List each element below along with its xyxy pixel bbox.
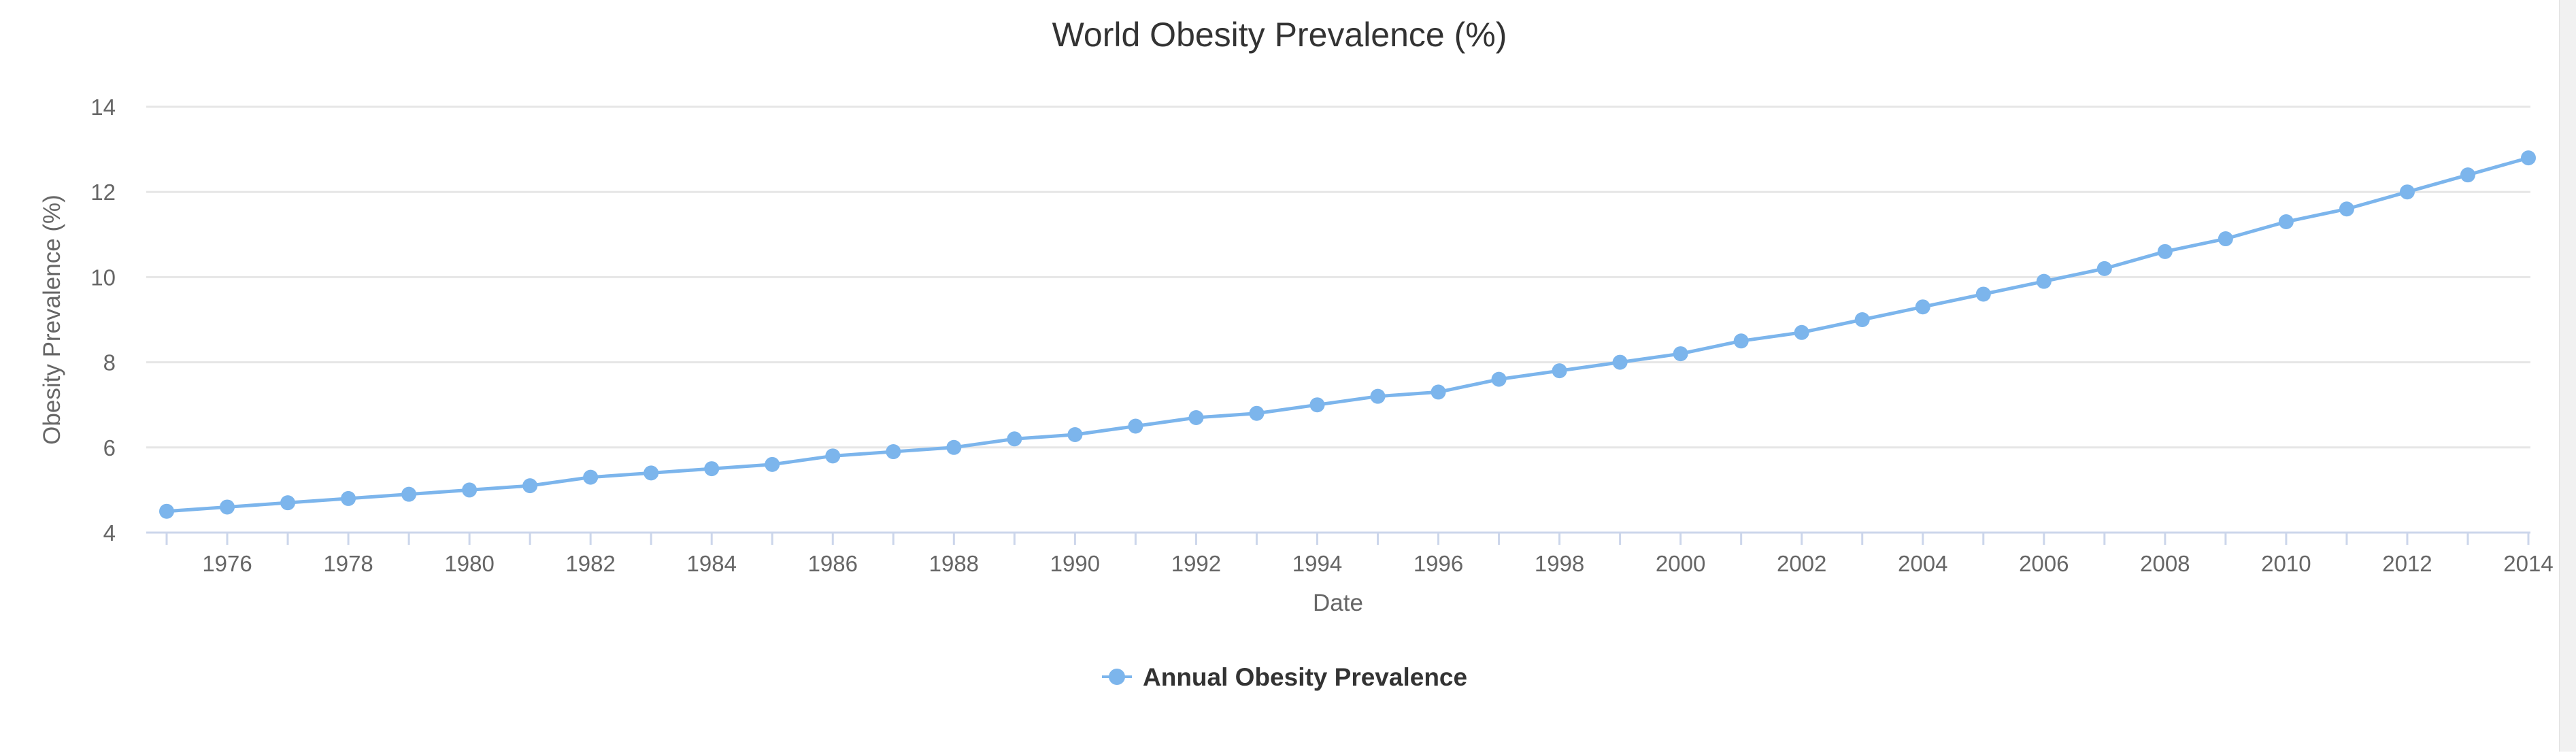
data-point: [1188, 409, 1204, 425]
x-tick-label: 2008: [2140, 551, 2190, 576]
data-point: [1128, 418, 1143, 434]
x-tick-label: 2004: [1898, 551, 1947, 576]
data-point: [704, 461, 720, 477]
data-point: [1370, 388, 1386, 404]
scrollbar[interactable]: [2559, 0, 2576, 752]
data-point: [2096, 261, 2112, 276]
data-point: [1733, 333, 1749, 349]
data-point: [583, 469, 599, 485]
x-tick-label: 1994: [1292, 551, 1342, 576]
data-point: [946, 439, 962, 455]
x-tick-label: 2014: [2503, 551, 2553, 576]
data-point: [1794, 324, 1809, 340]
data-point: [1854, 312, 1870, 327]
data-point: [2157, 244, 2173, 259]
y-tick-label: 12: [90, 180, 116, 205]
data-point: [462, 482, 478, 498]
data-point: [2521, 150, 2536, 166]
y-axis-title: Obesity Prevalence (%): [39, 195, 65, 445]
y-tick-label: 10: [90, 265, 116, 290]
data-point: [1007, 431, 1022, 447]
data-point: [2218, 231, 2233, 247]
data-point: [1552, 363, 1567, 379]
legend-marker-icon: [1109, 669, 1125, 685]
series-layer: [159, 150, 2536, 519]
data-point: [1673, 346, 1688, 362]
x-tick-label: 2000: [1656, 551, 1705, 576]
y-tick-label: 4: [103, 520, 116, 546]
x-tick-label: 1990: [1050, 551, 1100, 576]
legend-item-label[interactable]: Annual Obesity Prevalence: [1143, 663, 1467, 691]
legend[interactable]: Annual Obesity Prevalence: [1102, 663, 1467, 691]
x-tick-label: 1982: [565, 551, 615, 576]
axes: 4 6 8 10 12 14 1976 1978 1980 1982 1984 1986 1988 199…: [90, 95, 2553, 576]
chart-title: World Obesity Prevalence (%): [1052, 16, 1507, 54]
data-point: [2339, 201, 2354, 217]
grid-lines: [146, 105, 2530, 449]
x-tick-label: 1976: [202, 551, 252, 576]
y-tick-label: 8: [103, 350, 116, 375]
x-tick-label: 1978: [323, 551, 373, 576]
data-point: [1067, 427, 1083, 443]
x-tick-label: 1998: [1535, 551, 1584, 576]
data-point: [159, 503, 174, 519]
data-point: [341, 490, 356, 506]
x-tick-label: 2006: [2019, 551, 2069, 576]
data-point: [1491, 371, 1507, 387]
series-line: [165, 156, 2530, 514]
x-axis-title: Date: [1313, 590, 1363, 616]
data-point: [522, 478, 538, 494]
data-point: [1249, 405, 1265, 421]
data-point: [1915, 299, 1930, 315]
data-point: [886, 444, 901, 460]
data-point: [220, 499, 235, 515]
data-point: [401, 486, 417, 502]
data-point: [2036, 273, 2052, 289]
data-point: [280, 495, 296, 511]
x-tick-label: 2012: [2382, 551, 2432, 576]
data-point: [1309, 397, 1325, 413]
y-tick-label: 6: [103, 435, 116, 460]
x-tick-label: 1996: [1414, 551, 1463, 576]
data-point: [1612, 354, 1628, 370]
y-tick-label: 14: [90, 95, 116, 120]
x-tick-label: 1992: [1171, 551, 1221, 576]
data-point: [2460, 167, 2475, 183]
x-tick-label: 1986: [808, 551, 858, 576]
x-tick-label: 2002: [1777, 551, 1826, 576]
data-point: [2399, 184, 2415, 200]
x-tick-label: 2010: [2261, 551, 2311, 576]
x-tick-label: 1988: [929, 551, 979, 576]
data-point: [1975, 286, 1991, 302]
data-point: [2278, 214, 2294, 230]
data-point: [1431, 384, 1446, 400]
x-tick-label: 1980: [444, 551, 494, 576]
data-point: [825, 448, 841, 464]
x-tick-label: 1984: [687, 551, 737, 576]
data-point: [765, 456, 780, 472]
data-point: [643, 465, 659, 481]
